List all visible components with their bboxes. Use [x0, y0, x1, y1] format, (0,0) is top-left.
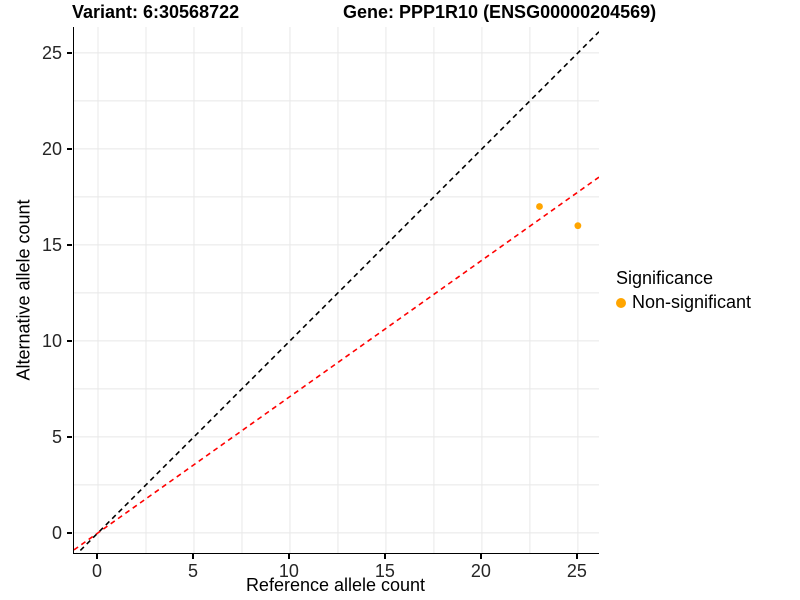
x-tick-mark — [480, 554, 482, 559]
x-tick-mark — [288, 554, 290, 559]
variant-title: Variant: 6:30568722 — [72, 2, 240, 22]
x-tick-mark — [192, 554, 194, 559]
y-tick-label: 0 — [51, 522, 62, 543]
y-tick-label: 25 — [41, 42, 62, 63]
plot-panel — [73, 27, 599, 554]
x-tick-label: 20 — [470, 561, 491, 581]
identity-line — [76, 31, 599, 553]
data-point — [574, 222, 582, 230]
legend: Significance Non-significant — [616, 268, 751, 313]
x-tick-label: 10 — [278, 561, 299, 581]
legend-title: Significance — [616, 268, 714, 288]
x-tick-mark — [384, 554, 386, 559]
legend-item: Non-significant — [616, 292, 751, 313]
fitted-ratio-line — [74, 176, 599, 551]
legend-item-label: Non-significant — [632, 292, 752, 312]
x-tick-mark — [96, 554, 98, 559]
gene-title: Gene: PPP1R10 (ENSG00000204569) — [343, 2, 657, 22]
x-tick-label: 5 — [187, 561, 198, 581]
x-tick-label: 25 — [566, 561, 587, 581]
y-tick-mark — [67, 532, 72, 534]
y-tick-label: 15 — [41, 234, 62, 255]
legend-point-icon — [616, 297, 626, 308]
x-tick-label: 0 — [91, 561, 102, 581]
y-tick-mark — [67, 52, 72, 54]
data-point — [536, 203, 543, 210]
y-tick-label: 10 — [41, 330, 62, 351]
x-axis-title: Reference allele count — [245, 575, 426, 595]
y-tick-label: 5 — [51, 426, 62, 447]
y-axis-title: Alternative allele count — [13, 199, 34, 381]
y-tick-label: 20 — [41, 138, 62, 159]
plot-canvas — [74, 27, 599, 553]
x-tick-mark — [576, 554, 578, 559]
legend-items: Non-significant — [616, 292, 751, 313]
y-tick-mark — [67, 244, 72, 246]
y-tick-mark — [67, 148, 72, 150]
x-tick-label: 15 — [374, 561, 395, 581]
y-tick-mark — [67, 340, 72, 342]
y-tick-mark — [67, 436, 72, 438]
